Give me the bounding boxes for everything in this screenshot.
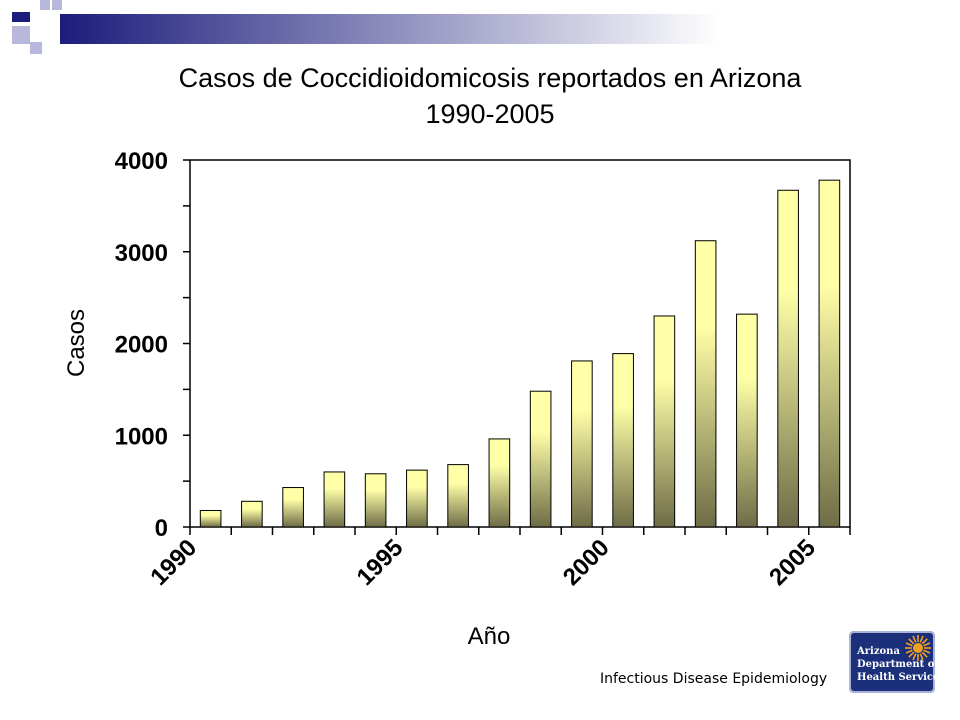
- deco-square: [40, 0, 50, 10]
- bar-1996: [447, 464, 469, 528]
- y-tick-label: 3000: [115, 240, 168, 267]
- header-decoration: [12, 0, 720, 54]
- bar-2004: [777, 189, 799, 528]
- footer-text: Infectious Disease Epidemiology: [600, 671, 828, 687]
- y-tick-label: 4000: [115, 148, 168, 175]
- x-tick-label: 2005: [764, 534, 821, 591]
- adhs-logo: Arizona Department of Health Services: [849, 631, 945, 693]
- y-axis-label: Casos: [63, 309, 90, 377]
- y-tick-label: 0: [155, 515, 168, 542]
- bar-1995: [406, 469, 428, 528]
- bar-2005: [818, 179, 841, 528]
- bar-1993: [323, 471, 346, 528]
- bar-1999: [571, 360, 593, 528]
- bar-2001: [653, 315, 676, 528]
- chart-title-line1: Casos de Coccidioidomicosis reportados e…: [178, 63, 802, 93]
- x-tick-label: 1995: [352, 534, 409, 591]
- deco-bar: [60, 14, 720, 44]
- bar-1991: [241, 500, 263, 528]
- bar-2003: [736, 313, 758, 528]
- y-tick-label: 2000: [115, 332, 168, 359]
- x-tick-label: 1990: [145, 534, 202, 591]
- bar-1997: [488, 438, 511, 528]
- logo-line3: Health Services: [857, 672, 946, 683]
- bar-2000: [612, 353, 634, 528]
- sun-icon: [905, 635, 931, 661]
- bar-1990: [199, 509, 222, 528]
- bar-1992: [282, 487, 304, 528]
- bar-1998: [529, 390, 552, 528]
- x-axis-label: Año: [468, 623, 511, 650]
- deco-square: [12, 26, 30, 44]
- logo-line1: Arizona: [857, 646, 900, 657]
- deco-square: [12, 12, 30, 22]
- deco-square: [52, 0, 62, 10]
- chart-title-line2: 1990-2005: [425, 99, 555, 129]
- deco-square: [30, 42, 42, 54]
- x-tick-label: 2000: [558, 534, 615, 591]
- bar-2002: [694, 240, 717, 528]
- bar-chart: 0 1000 2000 3000 4000 1990 1995 2000 2005 Año Caso…: [63, 148, 851, 650]
- logo-line2: Department of: [857, 659, 939, 670]
- logo-text: Arizona Department of Health Services: [857, 645, 945, 684]
- y-tick-label: 1000: [115, 423, 168, 450]
- bar-1994: [364, 473, 387, 528]
- chart-title: Casos de Coccidioidomicosis reportados e…: [60, 60, 920, 132]
